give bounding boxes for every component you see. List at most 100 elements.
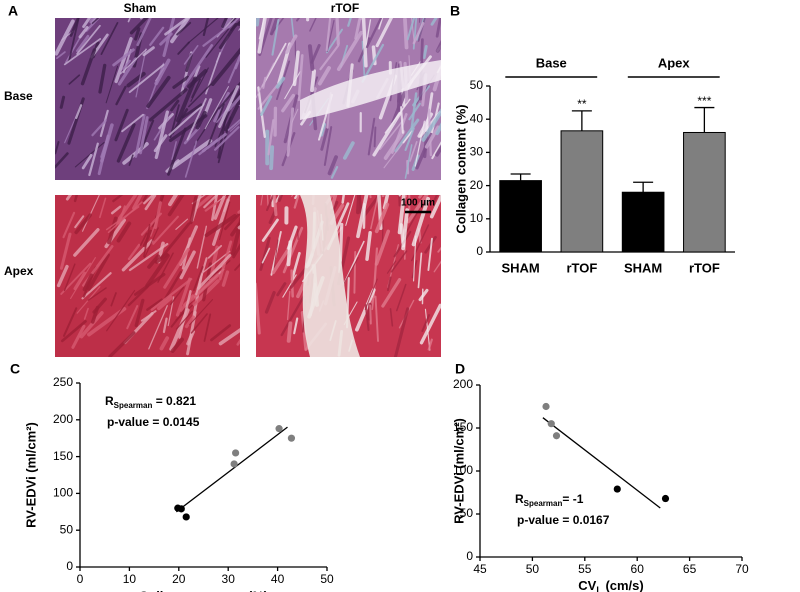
- x-tick-label: 50: [320, 572, 334, 586]
- x-tick-label: 45: [473, 562, 487, 576]
- tissue-fiber: [107, 216, 118, 245]
- tissue-fiber: [429, 195, 441, 219]
- tissue-fiber: [258, 18, 273, 57]
- tissue-fiber: [55, 141, 60, 155]
- tissue-fiber: [330, 195, 338, 210]
- tissue-fiber: [221, 270, 230, 287]
- tissue-fiber: [73, 195, 79, 203]
- tissue-fiber: [99, 197, 107, 219]
- tissue-fiber: [202, 18, 210, 37]
- tissue-fiber: [149, 26, 165, 46]
- tissue-fiber: [271, 19, 280, 56]
- tissue-fiber: [290, 18, 295, 38]
- tissue-fiber: [63, 38, 102, 66]
- tissue-fiber: [203, 195, 219, 209]
- tissue-fiber: [117, 57, 138, 86]
- tissue-fiber: [414, 120, 425, 167]
- tissue-fiber: [186, 329, 195, 346]
- tissue-fiber: [369, 195, 372, 199]
- point: [542, 402, 550, 411]
- x-tick-label: 40: [271, 572, 285, 586]
- histology-image: [55, 18, 240, 180]
- tissue-fiber: [223, 195, 232, 213]
- tissue-fiber: [154, 110, 169, 160]
- x-tick-label: 30: [222, 572, 236, 586]
- y-tick-label: 0: [466, 549, 473, 563]
- tissue-fiber: [293, 317, 299, 335]
- tissue-fiber: [365, 19, 372, 48]
- tissue-fiber: [372, 111, 402, 157]
- tissue-fiber: [75, 104, 83, 120]
- error-bar: [571, 110, 592, 131]
- tissue-fiber: [97, 134, 110, 176]
- tissue-fiber: [286, 240, 293, 267]
- histology-image: [256, 18, 441, 180]
- tissue-fiber: [56, 264, 69, 288]
- x-tick-label: rTOF: [566, 260, 597, 275]
- tissue-fiber: [433, 195, 439, 203]
- tissue-fiber: [143, 195, 155, 205]
- tissue-fiber: [261, 218, 279, 242]
- tissue-fiber: [177, 41, 190, 55]
- tissue-fiber: [92, 297, 107, 314]
- tissue-fiber: [190, 313, 208, 334]
- tissue-fiber: [404, 144, 413, 179]
- tissue-fiber: [389, 308, 394, 327]
- x-axis-label-part: (cm/s): [602, 578, 644, 592]
- annotation-p-value: p-value = 0.0167: [517, 513, 610, 527]
- error-bar: [694, 106, 715, 133]
- tissue-fiber: [136, 18, 152, 47]
- tissue-fiber: [395, 283, 407, 312]
- x-axis-label: CVL (cm/s): [578, 578, 643, 592]
- tissue-fiber: [148, 88, 188, 122]
- tissue-fiber: [238, 27, 240, 31]
- scale-bar-label: 100 µm: [401, 198, 435, 209]
- tissue-fiber: [159, 222, 191, 260]
- tissue-fiber: [330, 166, 339, 179]
- tissue-fiber: [83, 307, 89, 320]
- tissue-fiber: [147, 254, 160, 269]
- tissue-fiber: [68, 18, 80, 62]
- tissue-fiber: [74, 142, 105, 168]
- tissue-fiber: [65, 195, 73, 201]
- tissue-fiber: [417, 18, 426, 42]
- bar: [683, 131, 726, 253]
- tissue-fiber: [56, 51, 66, 60]
- tissue-fiber: [386, 260, 397, 274]
- x-tick-label: 55: [578, 562, 592, 576]
- tissue-fiber: [207, 244, 223, 259]
- y-axis-label: RV-EDVi (ml/cm²): [23, 422, 38, 528]
- tissue-fiber: [128, 154, 134, 166]
- tissue-fiber: [325, 18, 332, 52]
- annotation-symbol: R: [105, 394, 114, 408]
- tissue-fiber: [266, 195, 269, 207]
- bar: [560, 130, 604, 253]
- x-tick-label: 50: [526, 562, 540, 576]
- tissue-fiber: [186, 98, 207, 141]
- tissue-fiber: [433, 260, 441, 273]
- tissue-fiber: [170, 337, 184, 353]
- y-tick-label: 200: [453, 377, 473, 391]
- tissue-fiber: [190, 67, 209, 102]
- tissue-fiber: [91, 119, 107, 137]
- x-tick-label: 70: [735, 562, 749, 576]
- tissue-fiber: [119, 48, 147, 75]
- tissue-fiber: [121, 113, 144, 133]
- tissue-fiber: [274, 195, 282, 204]
- tissue-fiber: [323, 126, 333, 166]
- tissue-fiber: [188, 83, 212, 108]
- tissue-fiber: [181, 103, 203, 119]
- tissue-fiber: [65, 35, 82, 64]
- tissue-fiber: [76, 24, 101, 55]
- error-bar: [510, 173, 531, 181]
- tissue-gap: [300, 195, 360, 357]
- tissue-fiber: [409, 141, 418, 162]
- tissue-fiber: [294, 195, 299, 200]
- tissue-fiber: [112, 48, 135, 67]
- tissue-fiber: [273, 239, 279, 271]
- column-label: Sham: [124, 1, 157, 15]
- tissue-fiber: [73, 228, 100, 257]
- tissue-fiber: [227, 18, 240, 29]
- tissue-fiber: [296, 18, 301, 22]
